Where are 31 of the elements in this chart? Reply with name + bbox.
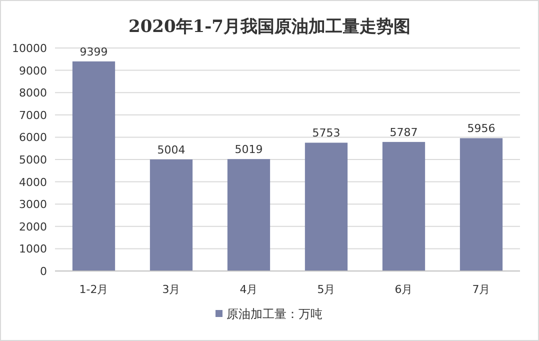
- x-tick-label: 3月: [162, 283, 180, 296]
- bar: [304, 142, 348, 271]
- y-tick-label: 8000: [19, 86, 47, 100]
- y-tick-label: 1000: [19, 242, 47, 256]
- data-label: 5753: [312, 126, 340, 140]
- legend-label: 原油加工量：万吨: [226, 307, 322, 321]
- bar: [150, 159, 193, 271]
- bar: [227, 159, 270, 271]
- x-tick-label: 5月: [317, 283, 336, 296]
- x-tick-label: 6月: [394, 283, 413, 296]
- data-label: 5787: [390, 126, 418, 139]
- x-tick-label: 1-2月: [79, 283, 108, 296]
- bar: [72, 61, 116, 271]
- data-label: 5004: [157, 143, 186, 156]
- y-tick-label: 10000: [12, 42, 47, 55]
- data-label: 5956: [467, 122, 496, 136]
- data-label: 9399: [80, 45, 108, 58]
- y-tick-label: 2000: [19, 220, 47, 234]
- x-tick-label: 4月: [240, 283, 258, 296]
- y-tick-label: 7000: [19, 108, 47, 122]
- bar: [382, 142, 426, 271]
- y-tick-label: 6000: [19, 131, 47, 144]
- data-label: 5019: [234, 143, 263, 156]
- y-tick-label: 4000: [19, 176, 47, 189]
- chart-title: 2020年1-7月我国原油加工量走势图: [128, 17, 411, 37]
- y-tick-label: 0: [40, 265, 47, 278]
- bar: [460, 138, 503, 271]
- y-tick-label: 3000: [19, 198, 47, 212]
- x-tick-label: 7月: [472, 283, 490, 296]
- y-tick-label: 9000: [19, 64, 47, 78]
- y-tick-label: 5000: [19, 154, 47, 166]
